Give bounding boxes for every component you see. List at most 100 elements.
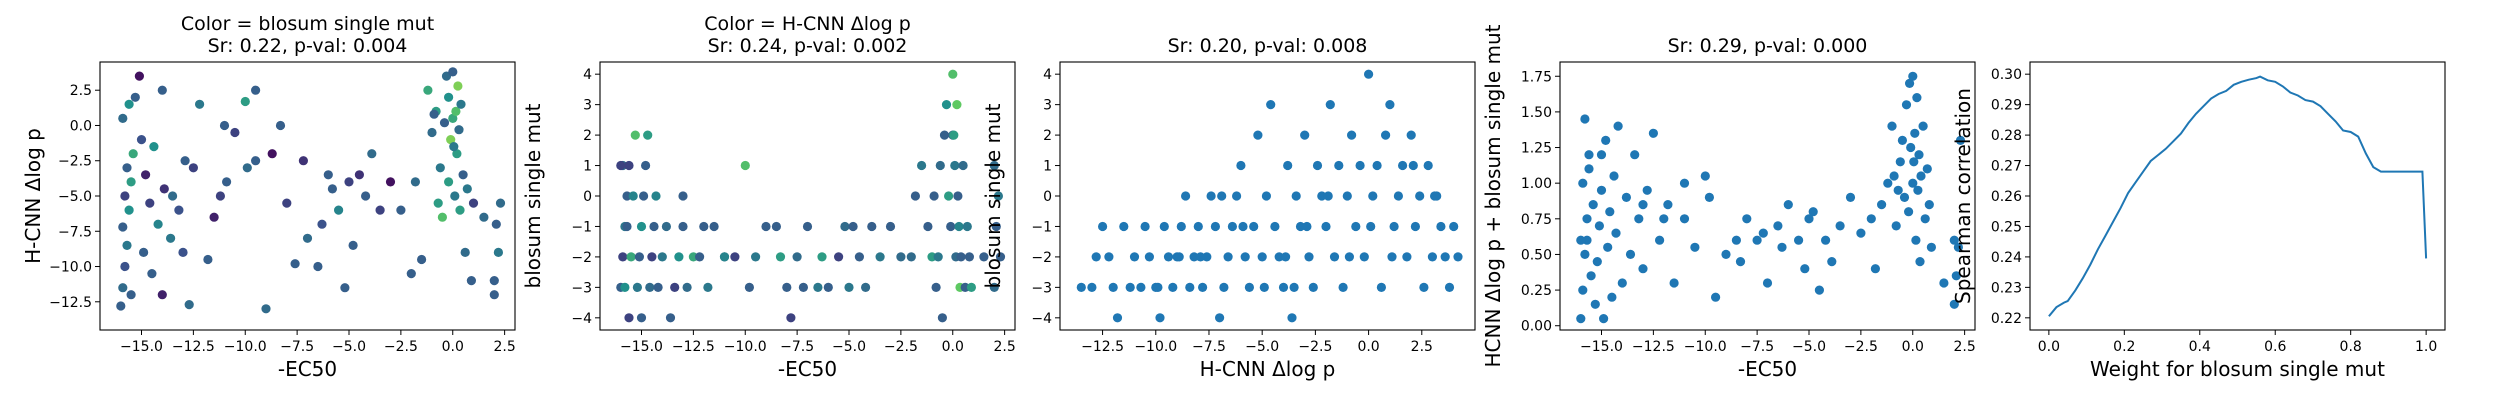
chart-panel-2: −15.0 −12.5 −10.0 −7.5 −5.0 −2.5 0.0 2.5 −4 −3 −2 −… — [521, 13, 1016, 381]
scatter-point — [653, 282, 663, 292]
scatter-point — [1659, 214, 1669, 224]
scatter-point — [875, 252, 885, 262]
scatter-point — [1588, 200, 1598, 210]
scatter-point — [1887, 121, 1897, 131]
scatter-point — [1366, 221, 1376, 232]
scatter-point — [1098, 221, 1108, 232]
scatter-point — [1283, 160, 1293, 171]
scatter-point — [823, 282, 833, 292]
scatter-point — [451, 106, 461, 116]
scatter-point — [786, 313, 796, 323]
scatter-point — [1955, 135, 1966, 145]
scatter-point — [1444, 282, 1455, 292]
scatter-point — [989, 282, 999, 292]
scatter-point — [1295, 221, 1306, 232]
scatter-point — [479, 212, 489, 222]
scatter-point — [699, 221, 709, 232]
y-tick-label: −2 — [571, 250, 592, 266]
scatter-point — [813, 282, 823, 292]
scatter-point — [931, 282, 941, 292]
scatter-point — [275, 120, 286, 131]
y-tick-label: 1.00 — [1521, 176, 1552, 192]
scatter-point — [995, 252, 1006, 262]
scatter-point — [417, 254, 427, 265]
scatter-point — [1951, 271, 1961, 281]
scatter-point — [1752, 235, 1762, 245]
scatter-point — [1368, 191, 1378, 201]
scatter-point — [632, 282, 643, 292]
scatter-point — [126, 290, 136, 300]
scatter-point — [989, 160, 999, 171]
scatter-point — [1634, 214, 1644, 224]
x-tick-label: −12.5 — [172, 339, 215, 355]
scatter-point — [1908, 71, 1918, 81]
scatter-point — [1642, 185, 1652, 195]
scatter-point — [1430, 191, 1440, 201]
scatter-point — [1910, 128, 1920, 138]
y-axis-label: H-CNN Δlog p — [21, 128, 45, 264]
scatter-point — [1321, 221, 1331, 232]
scatter-point — [643, 130, 653, 140]
scatter-point — [1638, 200, 1648, 210]
scatter-point — [1897, 135, 1907, 145]
scatter-point — [1347, 130, 1357, 140]
scatter-point — [1381, 130, 1391, 140]
scatter-point — [665, 313, 676, 323]
scatter-point — [958, 160, 968, 171]
scatter-point — [1129, 252, 1140, 262]
scatter-point — [157, 290, 167, 300]
scatter-point — [1227, 221, 1237, 232]
x-tick-label: −2.5 — [1298, 339, 1332, 355]
scatter-point — [1906, 142, 1916, 153]
scatter-point — [1423, 160, 1433, 171]
y-tick-label: 0.50 — [1521, 247, 1552, 263]
scatter-point — [670, 282, 680, 292]
scatter-point — [1108, 282, 1118, 292]
scatter-point — [128, 149, 138, 159]
scatter-point — [1827, 257, 1837, 267]
scatter-point — [1584, 164, 1594, 174]
scatter-point — [1398, 160, 1408, 171]
scatter-point — [348, 240, 358, 250]
scatter-point — [1613, 121, 1623, 131]
scatter-point — [1249, 221, 1259, 232]
scatter-point — [1924, 200, 1934, 210]
scatter-point — [1385, 100, 1395, 110]
scatter-point — [219, 120, 230, 131]
scatter-point — [1174, 252, 1184, 262]
scatter-point — [118, 113, 128, 123]
scatter-points — [1576, 71, 1966, 324]
scatter-point — [174, 205, 184, 215]
scatter-point — [944, 191, 954, 201]
scatter-point — [1700, 171, 1710, 181]
axes-frame — [2029, 61, 2446, 331]
scatter-point — [1410, 221, 1420, 232]
scatter-point — [147, 269, 157, 279]
scatter-point — [917, 160, 927, 171]
scatter-point — [122, 240, 132, 250]
y-tick-label: 0.22 — [1991, 311, 2022, 327]
x-tick-label: −12.5 — [672, 339, 715, 355]
scatter-point — [1236, 160, 1246, 171]
scatter-point — [1223, 252, 1233, 262]
scatter-point — [1605, 207, 1615, 217]
scatter-point — [1609, 171, 1619, 181]
x-tick-label: 2.5 — [993, 339, 1015, 355]
x-tick-label: 0.0 — [2038, 339, 2060, 355]
scatter-point — [1427, 252, 1437, 262]
x-tick-label: −10.0 — [724, 339, 767, 355]
scatter-point — [1302, 221, 1312, 232]
scatter-point — [1914, 150, 1924, 160]
scatter-point — [1112, 313, 1123, 323]
scatter-point — [657, 252, 667, 262]
x-tick-label: 2.5 — [1411, 339, 1433, 355]
scatter-point — [802, 221, 813, 232]
scatter-point — [282, 198, 292, 208]
chart-panel-5: 0.0 0.2 0.4 0.6 0.8 1.0 0.22 0.23 0.24 0.25 0.26 0.… — [1951, 61, 2446, 381]
scatter-point — [935, 160, 945, 171]
scatter-point — [139, 247, 149, 257]
scatter-point — [340, 283, 350, 293]
scatter-point — [1576, 314, 1586, 324]
scatter-point — [1289, 282, 1299, 292]
scatter-point — [456, 99, 466, 109]
